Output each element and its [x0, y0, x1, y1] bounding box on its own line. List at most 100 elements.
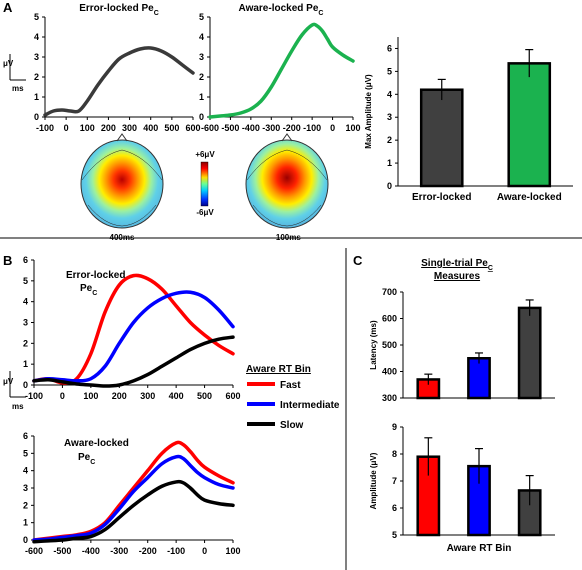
- b1-y-tick-label: 0: [23, 380, 28, 390]
- a1-y-tick-label: 0: [34, 112, 39, 122]
- c2-y-tick-label: 8: [392, 449, 397, 459]
- c1-bar-2: [517, 306, 542, 400]
- panel-label-a: A: [3, 0, 13, 15]
- a3-y-tick-label: 3: [387, 112, 392, 122]
- b2-title: Aware-locked: [64, 438, 129, 449]
- a3-y-tick-label: 6: [387, 43, 392, 53]
- a1-y-tick-label: 3: [34, 52, 39, 62]
- b2-title2: PeC: [78, 452, 95, 466]
- topomap-label-400: 400ms: [110, 233, 135, 242]
- c2-y-tick-label: 7: [392, 476, 397, 486]
- b1-y-tick-label: 6: [23, 255, 28, 265]
- b1-series-line-2: [32, 335, 235, 388]
- c1-y-tick-label: 300: [382, 393, 397, 403]
- b1-x-tick-label: 600: [225, 391, 240, 401]
- b2-series-line-2: [32, 479, 235, 544]
- colorbar-min-label: -6μV: [196, 208, 214, 217]
- a2-x-tick-label: -600: [201, 123, 219, 133]
- b1-x-tick-label: 200: [112, 391, 127, 401]
- a1-x-tick-label: 400: [143, 123, 158, 133]
- b2-y-tick-label: 0: [23, 535, 28, 545]
- topomap-aware-locked: -100ms: [245, 133, 329, 242]
- a1-x-tick-label: 600: [185, 123, 200, 133]
- b2-y-tick-label: 6: [23, 431, 28, 441]
- a2-y-tick-label: 4: [199, 32, 204, 42]
- a1-y-tick-label: 5: [34, 12, 39, 22]
- b1-x-tick-label: 400: [169, 391, 184, 401]
- a2-x-tick-label: -200: [283, 123, 301, 133]
- b2-x-tick-label: -100: [167, 546, 185, 556]
- c1-y-tick-label: 500: [382, 340, 397, 350]
- b2-y-tick-label: 1: [23, 518, 28, 528]
- legend-title: Aware RT Bin: [246, 364, 311, 375]
- b2-x-tick-label: 0: [202, 546, 207, 556]
- a3-bar-0: [419, 88, 464, 188]
- a1-x-tick-label: 500: [164, 123, 179, 133]
- panel-label-b: B: [3, 253, 12, 268]
- a1-x-tick-label: 100: [80, 123, 95, 133]
- c2-y-tick-label: 9: [392, 422, 397, 432]
- panel-label-c: C: [353, 253, 363, 268]
- a1-title: Error-locked PeC: [79, 3, 159, 17]
- b2-x-tick-label: -500: [53, 546, 71, 556]
- b2-series-line-1: [32, 454, 235, 542]
- a1-x-tick-label: 300: [122, 123, 137, 133]
- c2-x-axis-label: Aware RT Bin: [447, 543, 512, 554]
- a1-x-tick-label: 200: [101, 123, 116, 133]
- b2-y-tick-label: 5: [23, 448, 28, 458]
- topomap-error-locked: 400ms: [80, 133, 164, 242]
- colorbar-max-label: +6μV: [195, 150, 215, 159]
- b2-y-tick-label: 4: [23, 466, 28, 476]
- chart-aware-locked-rt-bins: 0 1 2 3 4 5 6 -600 -500 -400 -300 -200 -100 0 100 Aware…: [23, 431, 241, 556]
- b1-x-tick-label: 0: [60, 391, 65, 401]
- chart-aware-locked-pec: 0 1 2 3 4 5 -600 -500 -400 -300 -200 -100 0 100 Aware-…: [199, 3, 361, 133]
- chart-amplitude-bars: 5 6 7 8 9 Amplitude (μV) Aware RT Bin: [369, 422, 555, 554]
- a2-x-tick-label: 100: [345, 123, 360, 133]
- c1-title: Single-trial PeC: [421, 258, 493, 272]
- legend-label-1: Intermediate: [280, 400, 340, 411]
- a3-category-label: Error-locked: [412, 192, 471, 203]
- b1-title: Error-locked: [66, 270, 125, 281]
- scale-bar-b-y-unit: μV: [3, 377, 14, 386]
- a2-x-tick-label: -300: [262, 123, 280, 133]
- chart-latency-bars: 300 400 500 600 700 Latency (ms) Single-trial …: [369, 258, 555, 403]
- a3-y-tick-label: 4: [387, 89, 392, 99]
- a2-x-tick-label: -500: [221, 123, 239, 133]
- topomap-label-minus100: -100ms: [273, 233, 301, 242]
- b1-x-tick-label: 500: [197, 391, 212, 401]
- b2-x-tick-label: -300: [110, 546, 128, 556]
- a2-x-tick-label: -400: [242, 123, 260, 133]
- b1-series-line-1: [32, 290, 235, 383]
- c2-y-axis-label: Amplitude (μV): [369, 452, 378, 509]
- legend-label-0: Fast: [280, 380, 301, 391]
- b1-y-tick-label: 1: [23, 359, 28, 369]
- a3-y-tick-label: 1: [387, 158, 392, 168]
- a2-x-tick-label: 0: [330, 123, 335, 133]
- c1-title2: Measures: [434, 271, 481, 282]
- c1-bar-1: [467, 357, 491, 400]
- b1-x-tick-label: 300: [140, 391, 155, 401]
- b1-series-line-0: [32, 273, 235, 385]
- a1-x-tick-label: -100: [36, 123, 54, 133]
- b1-y-tick-label: 3: [23, 318, 28, 328]
- a2-y-tick-label: 2: [199, 72, 204, 82]
- scale-bar-b-x-unit: ms: [12, 402, 24, 411]
- legend-label-2: Slow: [280, 420, 304, 431]
- c2-y-tick-label: 6: [392, 503, 397, 513]
- a2-x-tick-label: -100: [303, 123, 321, 133]
- c1-y-axis-label: Latency (ms): [369, 320, 378, 370]
- scale-bar-b: μV ms: [3, 371, 26, 411]
- a2-y-tick-label: 3: [199, 52, 204, 62]
- a3-y-tick-label: 2: [387, 135, 392, 145]
- chart-max-amplitude-bars: 0 1 2 3 4 5 6 Error-locked Aware-locked Max Ampli…: [364, 37, 573, 203]
- b1-y-tick-label: 2: [23, 338, 28, 348]
- scale-bar-a-y-unit: μV: [3, 59, 14, 68]
- b1-x-tick-label: -100: [25, 391, 43, 401]
- b2-x-tick-label: -200: [139, 546, 157, 556]
- c2-y-tick-label: 5: [392, 530, 397, 540]
- scale-bar-a: μV ms: [3, 54, 26, 93]
- a3-category-label: Aware-locked: [497, 192, 562, 203]
